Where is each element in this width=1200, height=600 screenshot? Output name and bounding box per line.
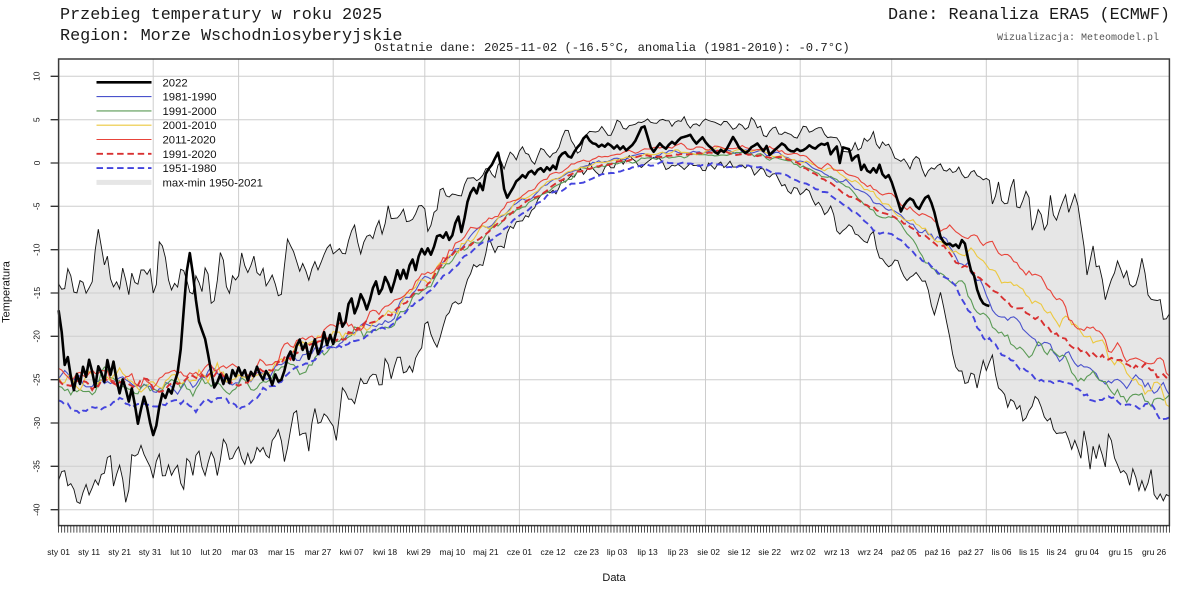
svg-text:0: 0: [32, 160, 42, 165]
svg-text:paź 27: paź 27: [958, 547, 984, 557]
svg-text:-15: -15: [32, 287, 42, 300]
svg-text:mar 15: mar 15: [268, 547, 295, 557]
svg-text:1991-2000: 1991-2000: [163, 106, 217, 118]
svg-text:lis 15: lis 15: [1019, 547, 1039, 557]
svg-text:-30: -30: [32, 417, 42, 430]
svg-text:gru 15: gru 15: [1109, 547, 1133, 557]
svg-text:lip 23: lip 23: [668, 547, 689, 557]
svg-text:1981-1990: 1981-1990: [163, 92, 217, 104]
svg-text:gru 04: gru 04: [1075, 547, 1099, 557]
svg-text:Przebieg temperatury w roku 20: Przebieg temperatury w roku 2025: [60, 6, 382, 25]
svg-text:maj 21: maj 21: [473, 547, 499, 557]
svg-text:kwi 29: kwi 29: [407, 547, 431, 557]
svg-text:5: 5: [32, 117, 42, 122]
svg-text:kwi 07: kwi 07: [340, 547, 364, 557]
svg-text:-5: -5: [32, 202, 42, 210]
svg-text:maj 10: maj 10: [440, 547, 466, 557]
svg-text:kwi 18: kwi 18: [373, 547, 397, 557]
svg-text:2001-2010: 2001-2010: [163, 120, 217, 132]
svg-text:Temperatura: Temperatura: [1, 260, 13, 323]
svg-text:cze 23: cze 23: [574, 547, 599, 557]
svg-text:-10: -10: [32, 243, 42, 256]
svg-text:Data: Data: [602, 572, 626, 584]
svg-text:gru 26: gru 26: [1142, 547, 1166, 557]
svg-text:1951-1980: 1951-1980: [163, 163, 217, 175]
svg-text:wrz 13: wrz 13: [823, 547, 849, 557]
svg-text:sie 02: sie 02: [697, 547, 720, 557]
svg-text:sty 21: sty 21: [108, 547, 131, 557]
svg-text:lis 06: lis 06: [992, 547, 1012, 557]
svg-text:-25: -25: [32, 373, 42, 386]
svg-text:wrz 24: wrz 24: [857, 547, 883, 557]
svg-text:lip 13: lip 13: [637, 547, 658, 557]
svg-text:10: 10: [32, 71, 42, 81]
svg-text:paź 16: paź 16: [925, 547, 951, 557]
svg-text:lip 03: lip 03: [607, 547, 628, 557]
svg-text:1991-2020: 1991-2020: [163, 149, 217, 161]
svg-text:lut 20: lut 20: [201, 547, 222, 557]
svg-text:Dane: Reanaliza ERA5 (ECMWF): Dane: Reanaliza ERA5 (ECMWF): [888, 6, 1170, 25]
svg-text:sty 31: sty 31: [139, 547, 162, 557]
svg-text:-40: -40: [32, 503, 42, 516]
svg-text:cze 01: cze 01: [507, 547, 532, 557]
svg-text:lut 10: lut 10: [170, 547, 191, 557]
svg-text:max-min 1950-2021: max-min 1950-2021: [163, 177, 263, 189]
svg-text:sie 12: sie 12: [728, 547, 751, 557]
svg-text:-20: -20: [32, 330, 42, 343]
svg-text:sty 01: sty 01: [47, 547, 70, 557]
svg-text:lis 24: lis 24: [1047, 547, 1067, 557]
svg-text:2011-2020: 2011-2020: [163, 135, 216, 147]
svg-text:-35: -35: [32, 460, 42, 473]
svg-text:2022: 2022: [163, 77, 188, 89]
svg-text:Region: Morze Wschodniosyberyj: Region: Morze Wschodniosyberyjskie: [60, 27, 402, 46]
svg-text:Ostatnie dane: 2025-11-02 (-16: Ostatnie dane: 2025-11-02 (-16.5°C, anom…: [374, 41, 849, 55]
svg-text:mar 03: mar 03: [232, 547, 259, 557]
svg-text:wrz 02: wrz 02: [790, 547, 816, 557]
svg-text:cze 12: cze 12: [540, 547, 565, 557]
svg-text:mar 27: mar 27: [305, 547, 332, 557]
svg-text:sty 11: sty 11: [78, 547, 100, 557]
svg-text:sie 22: sie 22: [758, 547, 781, 557]
svg-text:Wizualizacja: Meteomodel.pl: Wizualizacja: Meteomodel.pl: [997, 32, 1159, 44]
svg-text:paź 05: paź 05: [891, 547, 917, 557]
